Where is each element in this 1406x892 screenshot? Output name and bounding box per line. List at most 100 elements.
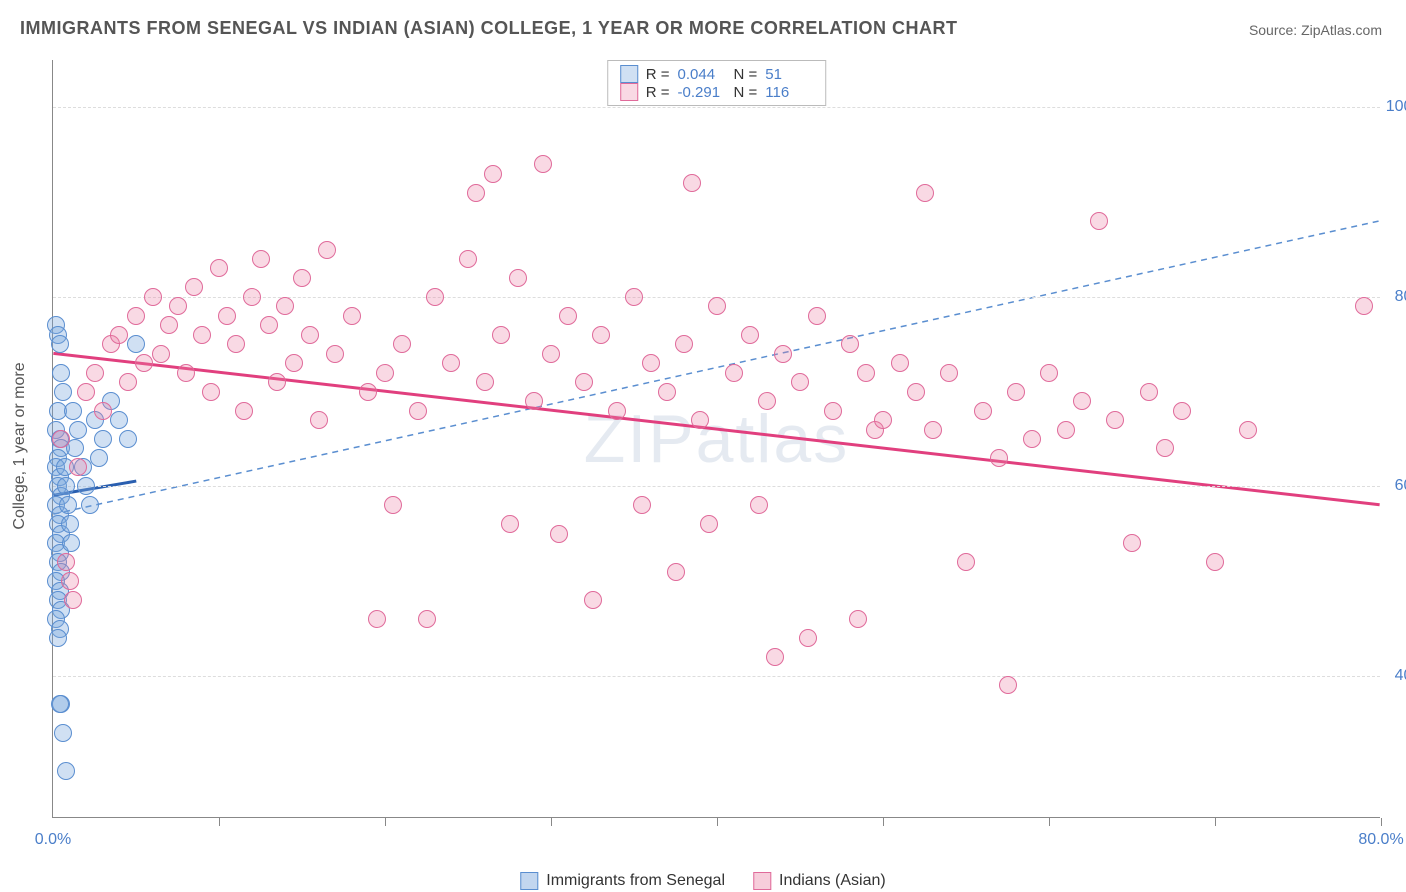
x-tick bbox=[385, 818, 386, 826]
data-point bbox=[90, 449, 108, 467]
data-point bbox=[575, 373, 593, 391]
data-point bbox=[285, 354, 303, 372]
data-point bbox=[276, 297, 294, 315]
data-point bbox=[169, 297, 187, 315]
grid-line-h bbox=[53, 486, 1380, 487]
data-point bbox=[77, 477, 95, 495]
legend-swatch bbox=[620, 83, 638, 101]
data-point bbox=[1007, 383, 1025, 401]
data-point bbox=[1156, 439, 1174, 457]
data-point bbox=[110, 326, 128, 344]
data-point bbox=[1355, 297, 1373, 315]
data-point bbox=[343, 307, 361, 325]
data-point bbox=[1106, 411, 1124, 429]
data-point bbox=[310, 411, 328, 429]
data-point bbox=[64, 591, 82, 609]
data-point bbox=[891, 354, 909, 372]
data-point bbox=[426, 288, 444, 306]
data-point bbox=[608, 402, 626, 420]
data-point bbox=[642, 354, 660, 372]
x-tick bbox=[551, 818, 552, 826]
legend-series-label: Indians (Asian) bbox=[779, 872, 886, 890]
data-point bbox=[799, 629, 817, 647]
data-point bbox=[974, 402, 992, 420]
data-point bbox=[227, 335, 245, 353]
grid-line-h bbox=[53, 107, 1380, 108]
data-point bbox=[791, 373, 809, 391]
data-point bbox=[218, 307, 236, 325]
chart-container: IMMIGRANTS FROM SENEGAL VS INDIAN (ASIAN… bbox=[0, 0, 1406, 892]
data-point bbox=[57, 762, 75, 780]
data-point bbox=[61, 515, 79, 533]
data-point bbox=[691, 411, 709, 429]
data-point bbox=[592, 326, 610, 344]
data-point bbox=[708, 297, 726, 315]
data-point bbox=[368, 610, 386, 628]
data-point bbox=[62, 534, 80, 552]
data-point bbox=[924, 421, 942, 439]
x-tick bbox=[717, 818, 718, 826]
data-point bbox=[54, 724, 72, 742]
data-point bbox=[584, 591, 602, 609]
data-point bbox=[127, 335, 145, 353]
data-point bbox=[193, 326, 211, 344]
data-point bbox=[318, 241, 336, 259]
legend-bottom-item: Immigrants from Senegal bbox=[520, 872, 725, 890]
data-point bbox=[990, 449, 1008, 467]
data-point bbox=[442, 354, 460, 372]
data-point bbox=[110, 411, 128, 429]
data-point bbox=[359, 383, 377, 401]
legend-n-value: 51 bbox=[765, 66, 813, 83]
plot-area: ZIPatlas R = 0.044 N = 51 R = -0.291 N =… bbox=[52, 60, 1380, 818]
data-point bbox=[52, 364, 70, 382]
data-point bbox=[252, 250, 270, 268]
data-point bbox=[135, 354, 153, 372]
data-point bbox=[957, 553, 975, 571]
chart-title: IMMIGRANTS FROM SENEGAL VS INDIAN (ASIAN… bbox=[20, 18, 958, 39]
data-point bbox=[1057, 421, 1075, 439]
trend-lines-svg bbox=[53, 60, 1380, 817]
data-point bbox=[633, 496, 651, 514]
data-point bbox=[185, 278, 203, 296]
legend-n-label: N = bbox=[734, 84, 758, 101]
legend-series-label: Immigrants from Senegal bbox=[546, 872, 725, 890]
data-point bbox=[625, 288, 643, 306]
data-point bbox=[69, 458, 87, 476]
data-point bbox=[999, 676, 1017, 694]
legend-swatch bbox=[753, 872, 771, 890]
data-point bbox=[484, 165, 502, 183]
data-point bbox=[874, 411, 892, 429]
x-tick bbox=[883, 818, 884, 826]
x-tick bbox=[1381, 818, 1382, 826]
data-point bbox=[144, 288, 162, 306]
data-point bbox=[210, 259, 228, 277]
data-point bbox=[152, 345, 170, 363]
data-point bbox=[49, 629, 67, 647]
legend-r-value: 0.044 bbox=[678, 66, 726, 83]
y-axis-label: College, 1 year or more bbox=[11, 362, 29, 529]
data-point bbox=[202, 383, 220, 401]
grid-line-h bbox=[53, 676, 1380, 677]
data-point bbox=[51, 695, 69, 713]
data-point bbox=[54, 383, 72, 401]
data-point bbox=[658, 383, 676, 401]
y-tick-label: 40.0% bbox=[1385, 667, 1406, 685]
legend-top-row: R = -0.291 N = 116 bbox=[620, 83, 814, 101]
data-point bbox=[492, 326, 510, 344]
data-point bbox=[1239, 421, 1257, 439]
data-point bbox=[52, 430, 70, 448]
data-point bbox=[683, 174, 701, 192]
data-point bbox=[64, 402, 82, 420]
data-point bbox=[57, 477, 75, 495]
data-point bbox=[81, 496, 99, 514]
source-attribution: Source: ZipAtlas.com bbox=[1249, 22, 1382, 38]
y-tick-label: 100.0% bbox=[1385, 98, 1406, 116]
legend-r-label: R = bbox=[646, 84, 670, 101]
data-point bbox=[69, 421, 87, 439]
data-point bbox=[51, 335, 69, 353]
legend-bottom: Immigrants from Senegal Indians (Asian) bbox=[520, 872, 885, 890]
data-point bbox=[550, 525, 568, 543]
data-point bbox=[235, 402, 253, 420]
legend-r-label: R = bbox=[646, 66, 670, 83]
data-point bbox=[94, 430, 112, 448]
